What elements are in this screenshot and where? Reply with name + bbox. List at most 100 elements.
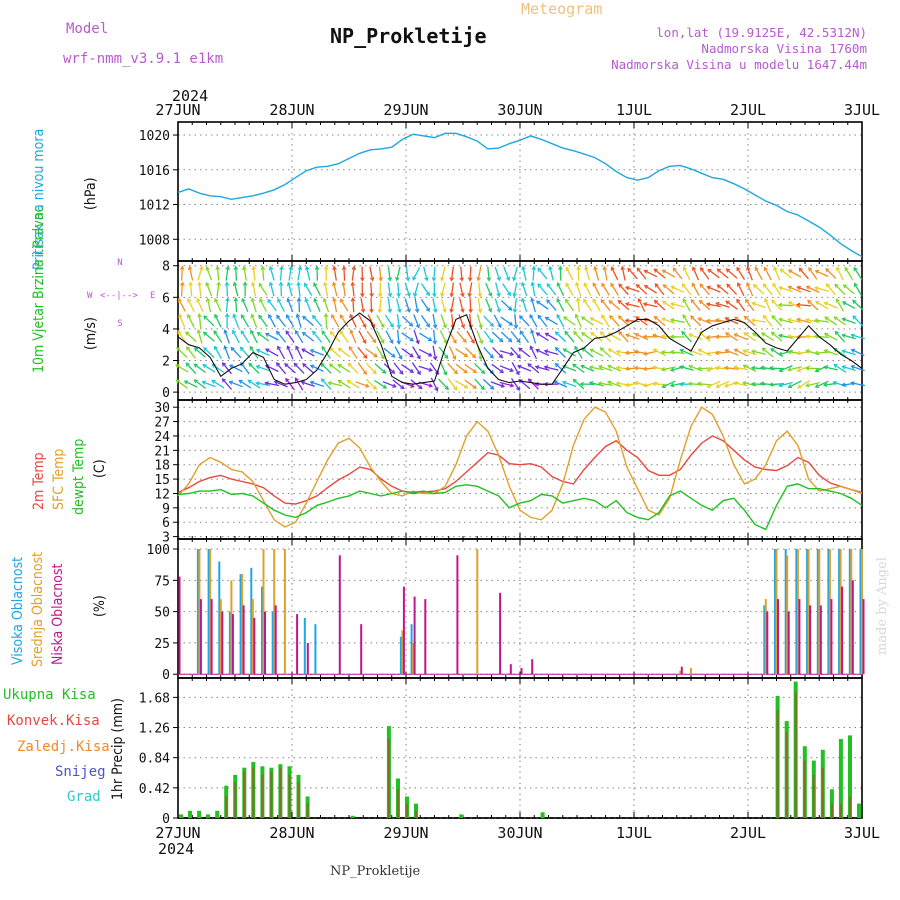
wind-arrow-head bbox=[825, 267, 830, 273]
wind-arrow bbox=[625, 351, 640, 354]
wind-arrow-head bbox=[424, 276, 429, 282]
wind-arrow bbox=[286, 298, 294, 313]
wind-arrow-head bbox=[186, 346, 191, 351]
wind-arrow bbox=[197, 266, 203, 281]
wind-arrow-head bbox=[741, 380, 747, 386]
wind-arrow bbox=[725, 332, 739, 342]
wind-arrow-head bbox=[581, 332, 586, 337]
wind-arrow bbox=[736, 267, 746, 280]
wind-arrow bbox=[565, 299, 575, 312]
wind-arrow-head bbox=[221, 362, 227, 367]
wind-arrow bbox=[815, 301, 829, 310]
wind-arrow bbox=[464, 363, 477, 373]
temp-ylabel: 2m Temp SFC Temp dewpt Temp (C) bbox=[31, 439, 108, 515]
compass-west: W bbox=[87, 291, 93, 301]
wind-arrow bbox=[448, 330, 457, 344]
wind-arrow bbox=[603, 266, 608, 281]
y-tick-label: 50 bbox=[154, 606, 170, 621]
cloud-bar-high bbox=[816, 549, 819, 675]
wind-arrow-head bbox=[589, 348, 594, 353]
model-label: Model bbox=[66, 21, 108, 37]
wind-arrow bbox=[823, 366, 838, 371]
wind-arrow-head bbox=[515, 370, 520, 376]
wind-arrow bbox=[367, 314, 375, 328]
wind-arrow-head bbox=[238, 379, 243, 384]
wind-arrow-head bbox=[615, 349, 621, 355]
wind-arrow-head bbox=[535, 300, 541, 305]
wind-arrow-head bbox=[349, 313, 354, 319]
wind-arrow-head bbox=[732, 365, 738, 370]
wind-arrow-head bbox=[409, 353, 414, 358]
wind-arrow bbox=[213, 330, 223, 344]
cloud-bar-low bbox=[509, 664, 512, 675]
wind-arrow-head bbox=[745, 298, 750, 304]
wind-arrow-head bbox=[488, 292, 493, 297]
wind-arrow-head bbox=[654, 283, 659, 288]
wind-arrow-head bbox=[232, 281, 238, 287]
wind-arrow bbox=[503, 266, 510, 281]
precip-panel: 0 0.42 0.84 1.26 1.68 bbox=[139, 677, 863, 827]
wind-arrow-head bbox=[365, 383, 370, 388]
y-tick-label: 1.68 bbox=[139, 691, 170, 706]
wind-arrow bbox=[455, 363, 468, 374]
wind-arrow-head bbox=[489, 354, 494, 359]
wind-arrow-head bbox=[196, 297, 201, 303]
wind-arrow bbox=[762, 315, 773, 327]
wind-arrow-head bbox=[188, 281, 193, 286]
wind-arrow bbox=[805, 367, 820, 370]
wind-arrow-head bbox=[714, 317, 720, 323]
wind-arrow bbox=[332, 282, 338, 297]
wind-arrow bbox=[202, 381, 216, 388]
wind-arrow bbox=[529, 314, 538, 328]
wind-arrow bbox=[455, 348, 468, 357]
wind-arrow bbox=[531, 298, 536, 313]
wind-arrow-head bbox=[508, 321, 514, 326]
wind-arrow-head bbox=[389, 323, 394, 328]
wind-arrow bbox=[851, 334, 865, 340]
cloud-bar-high bbox=[784, 549, 787, 675]
wind-arrow-head bbox=[681, 283, 686, 288]
cloud-bar-high bbox=[207, 549, 210, 675]
wind-arrow-head bbox=[512, 276, 517, 282]
wind-arrow bbox=[851, 349, 865, 357]
cloud-bar-mid bbox=[262, 549, 265, 675]
wind-arrow bbox=[555, 347, 566, 358]
wind-arrow bbox=[617, 300, 630, 311]
wind-arrow-head bbox=[362, 370, 367, 375]
wind-arrow-head bbox=[321, 345, 326, 351]
wind-arrow-head bbox=[652, 348, 658, 353]
wind-arrow-head bbox=[301, 331, 307, 336]
wind-arrow-head bbox=[762, 314, 767, 320]
wind-arrow bbox=[598, 365, 613, 372]
wind-arrow bbox=[346, 379, 360, 389]
wind-arrow-head bbox=[706, 285, 711, 290]
wind-arrow-head bbox=[228, 364, 234, 369]
wind-arrow-head bbox=[527, 378, 533, 383]
wind-arrow-head bbox=[807, 299, 812, 304]
wind-arrow bbox=[404, 298, 411, 313]
wind-arrow bbox=[276, 315, 287, 327]
wind-arrow bbox=[412, 346, 421, 359]
pressure-frame bbox=[177, 121, 863, 262]
cloud-bar-high bbox=[838, 549, 841, 675]
wind-arrow bbox=[510, 346, 521, 359]
wind-arrow-head bbox=[489, 322, 494, 327]
wind-arrow bbox=[671, 285, 685, 293]
wind-arrow-head bbox=[546, 299, 551, 304]
wind-arrow bbox=[843, 284, 855, 295]
wind-arrow-head bbox=[682, 266, 687, 271]
wind-arrow bbox=[450, 298, 455, 313]
wind-arrow-head bbox=[277, 345, 282, 350]
wind-arrow bbox=[394, 346, 403, 360]
wind-arrow bbox=[460, 266, 463, 281]
wind-arrow-head bbox=[432, 324, 438, 329]
cloud-bar-mid bbox=[401, 630, 404, 675]
wind-arrow-head bbox=[201, 380, 207, 385]
cloud-axis-unit: (%) bbox=[92, 595, 108, 617]
wind-arrow-head bbox=[233, 297, 239, 302]
wind-arrow-head bbox=[193, 379, 198, 384]
wind-arrow-head bbox=[187, 298, 192, 303]
wind-arrow-head bbox=[323, 281, 328, 287]
wind-arrow bbox=[743, 332, 756, 342]
wind-arrow bbox=[450, 266, 454, 281]
